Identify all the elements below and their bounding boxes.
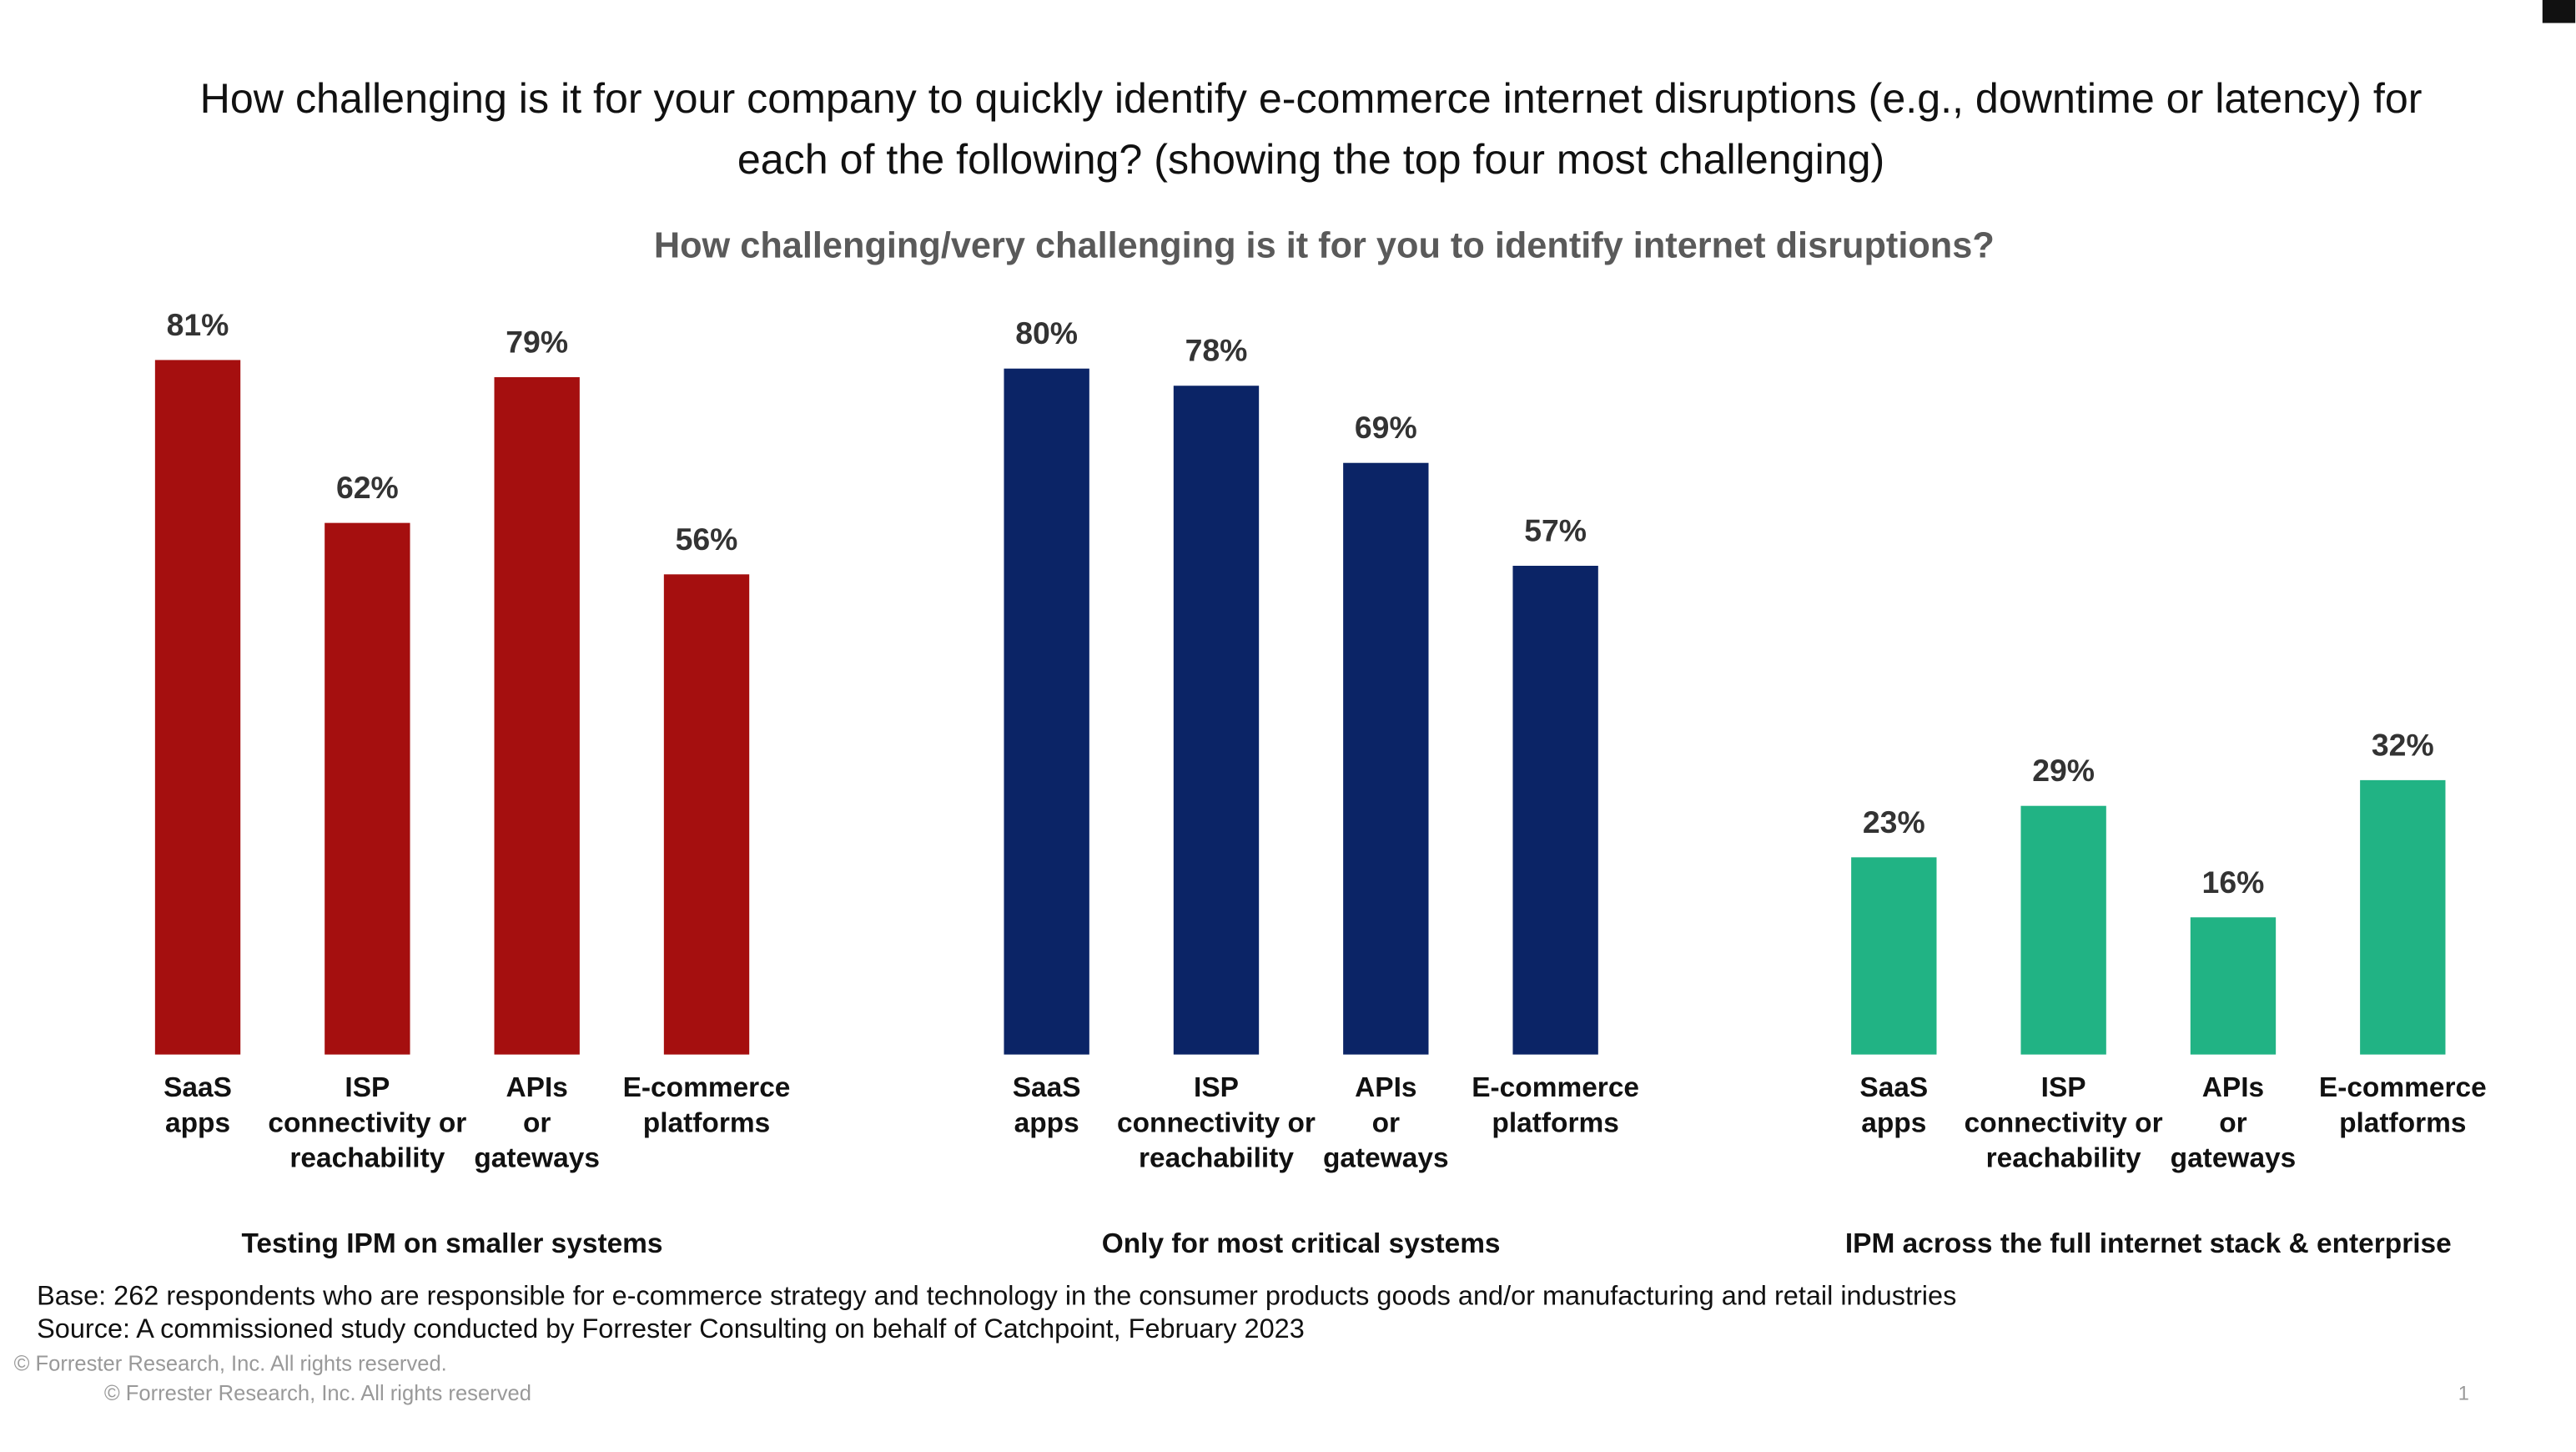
category-label: ISP connectivity or reachability [1965,1072,2163,1174]
corner-icon [2542,0,2576,23]
bar [2190,917,2277,1055]
value-label: 32% [2372,727,2434,762]
title: How challenging is it for your company t… [200,75,2423,183]
category-label: APIs or gateways [2171,1072,2297,1174]
group-label: IPM across the full internet stack & ent… [1845,1228,2452,1259]
category-label: SaaS apps [1013,1072,1081,1138]
category-label: APIs or gateways [474,1072,600,1174]
bar [325,522,410,1055]
value-label: 23% [1863,804,1925,839]
bar [494,376,580,1055]
subtitle: How challenging/very challenging is it f… [654,226,1995,266]
bar [1343,462,1429,1055]
value-label: 79% [506,324,568,359]
category-label: E-commerce platforms [1472,1072,1639,1138]
bar [1512,566,1598,1055]
category-label: ISP connectivity or reachability [1117,1072,1316,1174]
bar [154,360,241,1055]
bar [2360,779,2446,1055]
category-label: E-commerce platforms [2319,1072,2487,1138]
bar [2020,805,2106,1055]
category-label: ISP connectivity or reachability [268,1072,466,1174]
value-label: 16% [2202,865,2265,900]
value-label: 69% [1355,410,1417,445]
category-label: SaaS apps [164,1072,232,1138]
value-label: 57% [1524,513,1587,548]
bar [1851,857,1937,1055]
bar [1173,386,1260,1055]
category-label: E-commerce platforms [623,1072,791,1138]
page-number: 1 [2458,1383,2469,1404]
value-label: 29% [2032,753,2095,788]
source-note: Source: A commissioned study conducted b… [37,1313,1305,1344]
bar [663,574,750,1055]
value-label: 56% [676,522,738,557]
value-label: 62% [336,470,399,505]
category-label: APIs or gateways [1323,1072,1449,1174]
value-label: 81% [167,307,229,342]
group-label: Testing IPM on smaller systems [241,1228,662,1259]
category-label: SaaS apps [1859,1072,1928,1138]
group-label: Only for most critical systems [1102,1228,1501,1259]
value-label: 78% [1185,333,1248,368]
copyright: © Forrester Research, Inc. All rights re… [14,1352,447,1375]
bar [1004,368,1089,1055]
copyright-slide: © Forrester Research, Inc. All rights re… [104,1382,531,1405]
value-label: 80% [1015,315,1078,350]
base-note: Base: 262 respondents who are responsibl… [37,1281,1956,1311]
